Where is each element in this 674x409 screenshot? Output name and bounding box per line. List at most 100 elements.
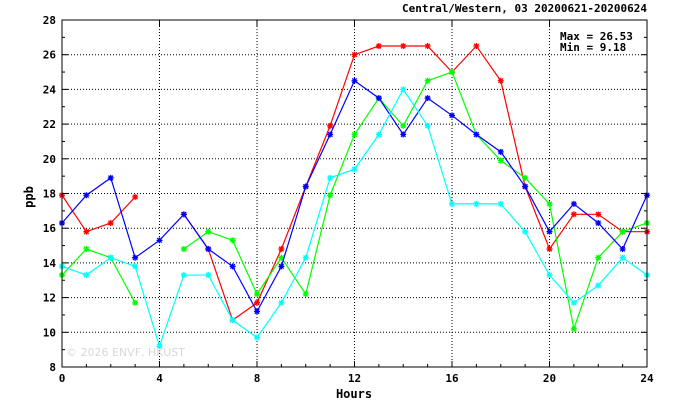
data-point <box>424 95 431 102</box>
data-point <box>619 228 626 235</box>
data-point <box>400 86 407 93</box>
data-point <box>424 122 431 129</box>
data-point <box>278 299 285 306</box>
data-point <box>229 237 236 244</box>
y-tick-label: 20 <box>43 153 56 166</box>
data-point <box>132 193 139 200</box>
data-point <box>278 254 285 261</box>
y-tick-label: 8 <box>49 361 56 374</box>
data-point <box>132 299 139 306</box>
data-point <box>400 131 407 138</box>
data-point <box>205 246 212 253</box>
data-point <box>570 200 577 207</box>
data-point <box>497 148 504 155</box>
data-point <box>180 211 187 218</box>
data-point <box>473 200 480 207</box>
data-point <box>522 174 529 181</box>
data-point <box>424 43 431 50</box>
y-tick-label: 24 <box>43 83 57 96</box>
series-line <box>61 194 136 233</box>
data-point <box>570 325 577 332</box>
data-point <box>229 263 236 270</box>
data-point <box>375 43 382 50</box>
data-point <box>619 254 626 261</box>
data-point <box>595 282 602 289</box>
data-point <box>107 219 114 226</box>
data-point <box>449 112 455 119</box>
data-point <box>156 237 163 244</box>
data-point <box>180 272 187 279</box>
y-tick-label: 10 <box>43 326 56 339</box>
data-point <box>83 192 90 199</box>
y-tick-label: 28 <box>43 14 56 27</box>
data-point <box>375 131 382 138</box>
data-point <box>83 272 90 279</box>
data-point <box>400 43 407 50</box>
y-axis-label: ppb <box>22 186 36 208</box>
x-tick-label: 0 <box>59 372 66 385</box>
series-line <box>61 248 136 304</box>
data-point <box>595 211 602 218</box>
watermark: © 2026 ENVF, HKUST <box>66 346 185 359</box>
x-tick-label: 24 <box>640 372 654 385</box>
data-point <box>595 254 602 261</box>
x-tick-label: 12 <box>348 372 361 385</box>
data-point <box>449 200 455 207</box>
data-point <box>351 166 358 173</box>
y-tick-label: 22 <box>43 118 56 131</box>
data-point <box>375 95 382 102</box>
chart-title: Central/Western, 03 20200621-20200624 <box>402 2 647 15</box>
data-point <box>327 174 334 181</box>
x-tick-label: 16 <box>445 372 459 385</box>
data-point <box>449 69 455 76</box>
data-point <box>302 291 309 298</box>
data-point <box>302 254 309 261</box>
data-point <box>351 131 358 138</box>
y-tick-label: 26 <box>43 49 57 62</box>
x-tick-label: 8 <box>254 372 261 385</box>
x-tick-label: 4 <box>156 372 163 385</box>
data-point <box>132 254 139 261</box>
data-point <box>278 246 285 253</box>
data-point <box>473 43 480 50</box>
y-tick-label: 14 <box>43 257 57 270</box>
y-tick-label: 18 <box>43 188 56 201</box>
series-line <box>183 71 648 332</box>
data-point <box>497 157 504 164</box>
data-point <box>497 200 504 207</box>
data-point <box>132 263 139 270</box>
data-point <box>522 183 529 190</box>
data-point <box>205 228 212 235</box>
series-line <box>61 79 648 313</box>
data-point <box>351 77 358 84</box>
data-point <box>497 77 504 84</box>
data-point <box>180 246 187 253</box>
data-point <box>351 51 358 58</box>
x-axis-label: Hours <box>336 387 372 401</box>
min-value-label: Min = 9.18 <box>560 41 626 54</box>
data-point <box>254 291 260 298</box>
data-point <box>546 200 553 207</box>
data-point <box>595 219 602 226</box>
data-point <box>156 343 163 350</box>
series-line <box>61 88 648 349</box>
data-point <box>205 272 212 279</box>
max-value-label: Max = 26.53 <box>560 30 633 43</box>
data-point <box>473 131 480 138</box>
data-point <box>619 246 626 253</box>
data-point <box>546 272 553 279</box>
data-point <box>400 122 407 129</box>
y-tick-label: 16 <box>43 222 57 235</box>
data-point <box>546 228 553 235</box>
data-point <box>107 174 114 181</box>
data-point <box>302 183 309 190</box>
data-point <box>254 308 260 315</box>
data-point <box>546 246 553 253</box>
data-point <box>107 254 114 261</box>
data-point <box>229 317 236 324</box>
data-point <box>254 334 260 341</box>
data-point <box>327 131 334 138</box>
data-point <box>570 299 577 306</box>
data-point <box>278 263 285 270</box>
